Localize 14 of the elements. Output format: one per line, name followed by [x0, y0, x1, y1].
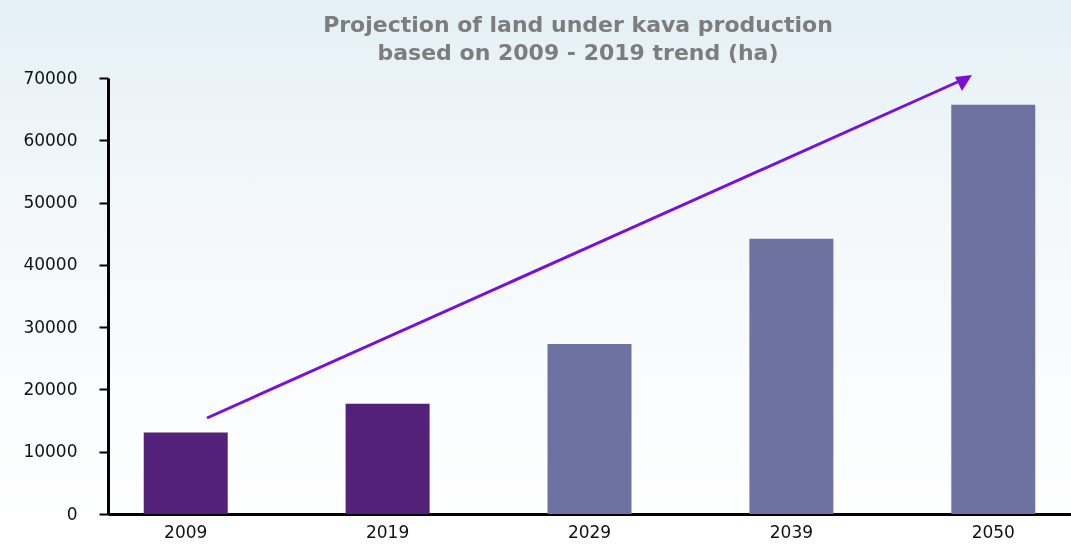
x-tick-label: 2029 — [567, 521, 612, 542]
y-tick-label: 70000 — [23, 67, 78, 88]
x-tick-label: 2019 — [365, 521, 410, 542]
x-tick-label: 2039 — [769, 521, 814, 542]
x-tick-label: 2009 — [164, 521, 208, 542]
x-tick-label: 2050 — [971, 521, 1015, 542]
y-tick-label: 0 — [66, 503, 78, 524]
y-tick-label: 20000 — [23, 378, 78, 399]
y-tick-label: 30000 — [23, 316, 78, 337]
y-tick-label: 40000 — [23, 254, 78, 275]
y-tick-label: 60000 — [23, 129, 78, 150]
y-tick-label: 10000 — [23, 441, 78, 462]
chart-title: Projection of land under kava production based on 2009 - 2019 trend (ha) — [323, 12, 833, 65]
y-tick-label: 50000 — [23, 192, 78, 213]
